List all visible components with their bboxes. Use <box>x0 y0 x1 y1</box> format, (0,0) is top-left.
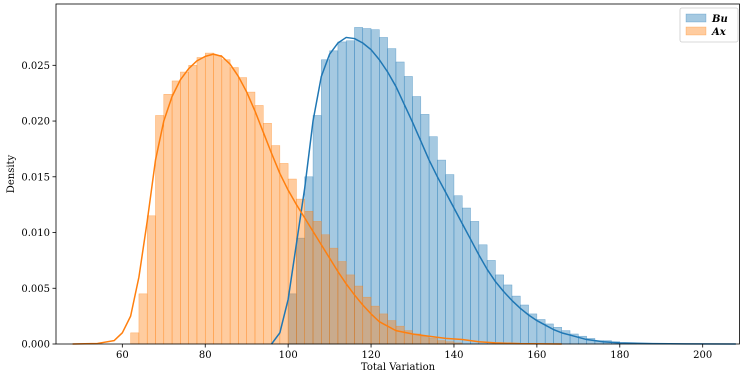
bar-ax-32 <box>395 325 405 345</box>
bar-ax-3 <box>155 115 165 345</box>
bar-ax-16 <box>263 123 272 345</box>
bar-ax-37 <box>437 340 446 345</box>
bar-ax-36 <box>428 338 438 345</box>
bar-ax-2 <box>146 215 156 345</box>
legend-swatch-ax <box>685 26 707 36</box>
histogram-bars <box>130 27 637 345</box>
y-tick-label: 0.020 <box>21 117 50 128</box>
x-tick-label: 100 <box>279 350 298 361</box>
x-tick-label: 180 <box>610 350 629 361</box>
bar-bu-15 <box>412 96 422 345</box>
x-tick-label: 140 <box>444 350 463 361</box>
bar-ax-0 <box>130 332 140 345</box>
bar-ax-30 <box>379 313 388 345</box>
bar-ax-4 <box>163 94 173 345</box>
bar-ax-35 <box>420 335 430 345</box>
x-tick-label: 200 <box>693 350 712 361</box>
bar-bu-12 <box>387 48 397 345</box>
bar-ax-31 <box>387 320 397 345</box>
bar-ax-24 <box>329 247 339 345</box>
bars-bu <box>287 27 637 345</box>
y-axis-label: Density <box>6 154 17 193</box>
y-tick-label: 0.000 <box>21 340 50 351</box>
bar-bu-20 <box>453 195 463 345</box>
bar-ax-27 <box>354 285 364 345</box>
bar-bu-11 <box>379 37 388 345</box>
bar-ax-11 <box>221 59 231 345</box>
y-tick-label: 0.015 <box>21 172 50 183</box>
x-tick-label: 60 <box>116 350 129 361</box>
kde-curves <box>72 36 736 345</box>
bar-ax-10 <box>213 55 223 345</box>
bar-bu-14 <box>403 76 413 345</box>
bar-ax-22 <box>312 221 322 345</box>
bar-ax-28 <box>362 296 372 345</box>
x-tick-label: 80 <box>199 350 212 361</box>
x-axis-label: Total Variation <box>361 362 436 371</box>
bar-bu-24 <box>486 260 496 345</box>
bar-ax-15 <box>254 105 264 345</box>
y-tick-label: 0.010 <box>21 228 50 239</box>
bar-bu-27 <box>511 295 521 345</box>
bar-ax-21 <box>304 211 314 345</box>
y-axis-ticks: 0.000 0.005 0.010 0.015 0.020 0.025 <box>21 61 56 351</box>
bar-bu-18 <box>437 159 446 345</box>
x-tick-label: 160 <box>527 350 546 361</box>
bar-ax-14 <box>246 91 256 345</box>
bar-ax-12 <box>229 67 239 345</box>
y-tick-label: 0.005 <box>21 284 50 295</box>
bar-bu-10 <box>370 29 380 345</box>
legend-swatch-bu <box>685 13 707 23</box>
y-tick-label: 0.025 <box>21 61 50 72</box>
legend-label-ax: Ax <box>711 27 727 38</box>
bar-bu-13 <box>395 61 405 345</box>
bar-ax-7 <box>188 65 198 345</box>
bar-ax-6 <box>180 71 189 345</box>
bars-ax <box>130 52 463 345</box>
bar-ax-8 <box>196 57 206 345</box>
bar-ax-17 <box>271 145 281 345</box>
bar-ax-9 <box>204 52 214 345</box>
bar-bu-22 <box>470 221 480 345</box>
bar-bu-25 <box>495 274 504 345</box>
bar-bu-21 <box>462 207 471 345</box>
x-tick-label: 120 <box>362 350 381 361</box>
bar-bu-9 <box>362 28 372 345</box>
bar-ax-13 <box>238 77 247 345</box>
legend-box <box>679 7 739 43</box>
legend: Bu Ax <box>679 7 739 43</box>
kde-line-bu <box>270 36 736 345</box>
x-axis-ticks: 60 80 100 120 140 160 180 200 <box>116 344 712 361</box>
kde-line-ax <box>72 53 562 345</box>
legend-label-bu: Bu <box>711 14 728 25</box>
bar-bu-23 <box>478 244 488 345</box>
bar-ax-1 <box>138 293 148 345</box>
bar-ax-29 <box>370 305 380 345</box>
bar-ax-5 <box>171 80 181 345</box>
